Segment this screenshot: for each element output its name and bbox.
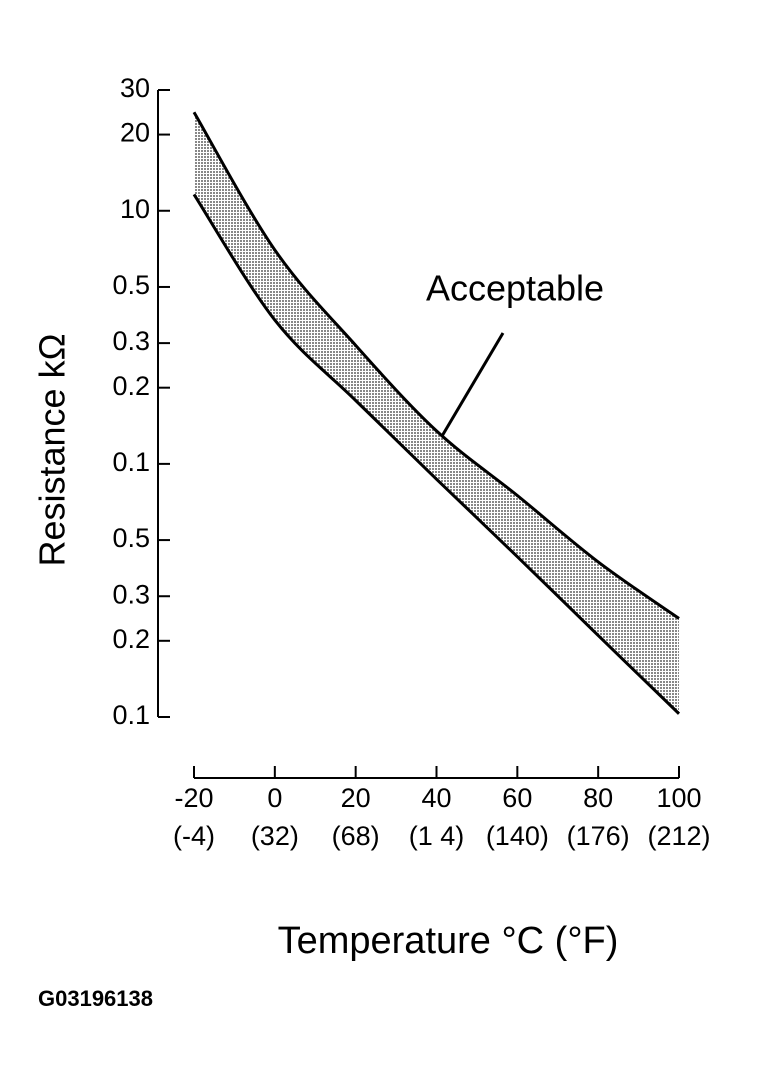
annotation-line [430,332,505,454]
x-tick-sublabel: (140) [486,821,549,851]
y-tick-label: 0.5 [112,523,150,553]
y-tick-label: 30 [120,73,150,103]
curve [192,193,681,715]
x-tick-label: 80 [583,783,613,813]
annotation: Acceptable [426,268,604,309]
x-tick-sublabel: (32) [251,821,299,851]
y-tick-label: 0.5 [112,270,150,300]
x-tick-sublabel: (1 4) [409,821,465,851]
x-tick-label: 0 [267,783,282,813]
y-tick-label: 0.3 [112,326,150,356]
figure-code: G03196138 [38,986,153,1011]
y-tick-label: 0.1 [112,447,150,477]
y-tick-label: 0.2 [112,624,150,654]
x-tick-sublabel: (-4) [173,821,215,851]
curve [192,111,680,620]
x-tick-label: -20 [174,783,213,813]
x-tick-label: 100 [656,783,701,813]
x-tick-sublabel: (68) [332,821,380,851]
x-tick-label: 40 [421,783,451,813]
y-tick-label: 0.1 [112,700,150,730]
x-axis-label: Temperature °C (°F) [278,920,619,962]
x-tick-sublabel: (176) [567,821,630,851]
x-tick-sublabel: (212) [647,821,710,851]
y-axis-label: Resistance kΩ [32,334,73,567]
y-tick-label: 0.2 [112,371,150,401]
y-tick-label: 10 [120,194,150,224]
y-tick-label: 0.3 [112,579,150,609]
x-tick-label: 60 [502,783,532,813]
y-tick-label: 20 [120,118,150,148]
acceptable-band [194,112,679,714]
x-tick-label: 20 [341,783,371,813]
